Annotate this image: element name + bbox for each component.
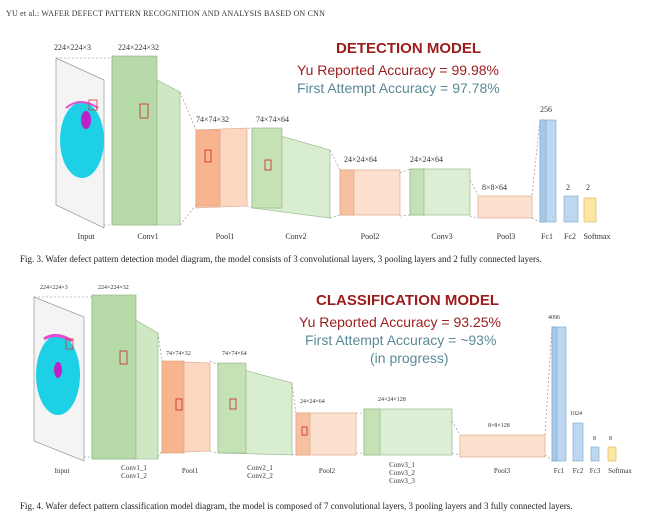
detection-conv1-block xyxy=(111,55,181,226)
cls-dim-input: 224×224×3 xyxy=(40,285,68,291)
detection-input-layer xyxy=(55,57,105,229)
detection-fc1-block xyxy=(539,119,557,223)
cls-dim-fc1: 4096 xyxy=(548,315,560,321)
classification-input-layer xyxy=(33,296,85,462)
det-label-pool1: Pool1 xyxy=(216,232,235,241)
det-label-conv1: Conv1 xyxy=(137,232,158,241)
svg-text:Conv1_1: Conv1_1 xyxy=(121,464,147,472)
classification-fc1-block xyxy=(551,326,567,462)
classification-pool3-block xyxy=(459,434,546,458)
cls-dim-fc3: 8 xyxy=(593,436,596,442)
det-label-conv2: Conv2 xyxy=(285,232,306,241)
det-dim-softmax: 2 xyxy=(586,183,590,192)
classification-conv1-block xyxy=(91,294,159,460)
det-dim-fc2: 2 xyxy=(566,183,570,192)
cls-label-pool3: Pool3 xyxy=(494,467,511,475)
detection-diagram: 224×224×3 224×224×32 74×74×32 74×74×64 2… xyxy=(54,43,611,241)
cls-label-softmax: Softmax xyxy=(608,467,632,475)
classification-pool1-block xyxy=(161,360,211,454)
classification-title: CLASSIFICATION MODEL xyxy=(316,292,500,309)
cls-dim-softmax: 8 xyxy=(609,436,612,442)
classification-caption: Fig. 4. Wafer defect pattern classificat… xyxy=(20,501,573,511)
detection-softmax-block xyxy=(583,197,597,223)
det-dim-conv3: 24×24×64 xyxy=(410,155,443,164)
det-label-conv3: Conv3 xyxy=(431,232,452,241)
paper-header: YU et al.: WAFER DEFECT PATTERN RECOGNIT… xyxy=(6,9,326,18)
det-dim-pool3: 8×8×64 xyxy=(482,183,507,192)
det-label-pool2: Pool2 xyxy=(361,232,380,241)
classification-conv3-block xyxy=(363,408,453,456)
detection-pool2-block xyxy=(339,169,401,216)
cls-label-fc2: Fc2 xyxy=(573,467,584,475)
classification-yu-accuracy: Yu Reported Accuracy = 93.25% xyxy=(299,314,501,330)
detection-caption: Fig. 3. Wafer defect pattern detection m… xyxy=(20,254,542,264)
svg-text:Conv1_2: Conv1_2 xyxy=(121,472,147,480)
svg-text:Conv3_3: Conv3_3 xyxy=(389,477,415,485)
svg-text:Conv3_2: Conv3_2 xyxy=(389,469,415,477)
detection-pool1-block xyxy=(195,127,248,209)
classification-pool2-block xyxy=(295,412,357,456)
svg-text:Conv3_1: Conv3_1 xyxy=(389,461,415,469)
cls-dim-conv1: 224×224×32 xyxy=(98,285,129,291)
det-dim-fc1: 256 xyxy=(540,105,552,114)
cls-dim-pool1: 74×74×32 xyxy=(166,351,191,357)
detection-pool3-block xyxy=(477,195,533,219)
cls-label-input: Input xyxy=(55,467,70,475)
classification-progress-note: (in progress) xyxy=(370,350,449,366)
cls-dim-conv3: 24×24×128 xyxy=(378,397,406,403)
svg-text:Conv2_1: Conv2_1 xyxy=(247,464,273,472)
cls-dim-conv2: 74×74×64 xyxy=(222,351,247,357)
det-label-pool3: Pool3 xyxy=(497,232,516,241)
svg-text:Conv2_2: Conv2_2 xyxy=(247,472,273,480)
cls-dim-pool2: 24×24×64 xyxy=(300,399,325,405)
classification-first-accuracy: First Attempt Accuracy = ~93% xyxy=(305,332,497,348)
classification-fc3-block xyxy=(590,446,600,462)
cls-label-pool1: Pool1 xyxy=(182,467,199,475)
classification-softmax-block xyxy=(607,446,617,462)
detection-title: DETECTION MODEL xyxy=(336,40,481,57)
classification-diagram: 224×224×3 224×224×32 74×74×32 74×74×64 2… xyxy=(33,285,632,485)
det-dim-pool2: 24×24×64 xyxy=(344,155,377,164)
classification-conv2-block xyxy=(217,362,293,456)
det-label-fc1: Fc1 xyxy=(541,232,553,241)
det-label-softmax: Softmax xyxy=(583,232,610,241)
cls-dim-fc2: 1024 xyxy=(570,411,582,417)
classification-fc2-block xyxy=(572,422,584,462)
det-label-input: Input xyxy=(78,232,96,241)
detection-conv2-block xyxy=(251,127,331,219)
det-dim-input: 224×224×3 xyxy=(54,43,91,52)
det-dim-conv1: 224×224×32 xyxy=(118,43,159,52)
detection-fc2-block xyxy=(563,195,579,223)
det-dim-conv2: 74×74×64 xyxy=(256,115,289,124)
detection-first-accuracy: First Attempt Accuracy = 97.78% xyxy=(297,80,500,96)
cls-dim-pool3: 8×8×128 xyxy=(488,423,510,429)
cls-label-pool2: Pool2 xyxy=(319,467,336,475)
det-label-fc2: Fc2 xyxy=(564,232,576,241)
detection-yu-accuracy: Yu Reported Accuracy = 99.98% xyxy=(297,62,499,78)
cls-label-fc3: Fc3 xyxy=(590,467,601,475)
detection-conv3-block xyxy=(409,168,471,216)
det-dim-pool1: 74×74×32 xyxy=(196,115,229,124)
cls-label-fc1: Fc1 xyxy=(554,467,565,475)
